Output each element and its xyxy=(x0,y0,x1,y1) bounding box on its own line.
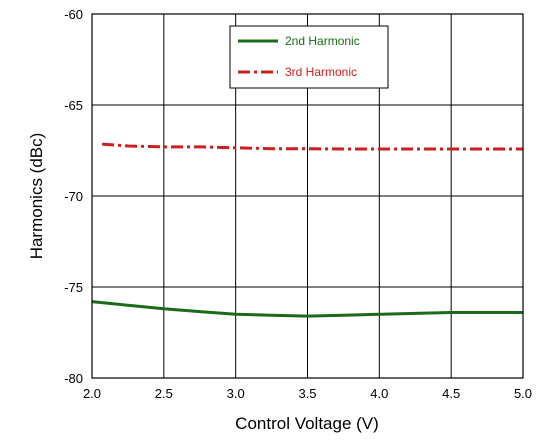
legend-label-3rd-harmonic: 3rd Harmonic xyxy=(285,65,357,79)
legend-box xyxy=(229,25,389,89)
x-tick-label: 3.5 xyxy=(298,386,316,401)
x-tick-label: 4.0 xyxy=(370,386,388,401)
y-tick-label: -60 xyxy=(64,7,83,22)
series-layer xyxy=(91,142,523,318)
x-tick-label: 5.0 xyxy=(514,386,532,401)
x-tick-labels: 2.0 2.5 3.0 3.5 4.0 4.5 5.0 xyxy=(83,386,532,401)
series-line-2nd-harmonic xyxy=(91,300,523,318)
y-tick-label: -70 xyxy=(64,189,83,204)
x-tick-label: 3.0 xyxy=(227,386,245,401)
x-axis-label: Control Voltage (V) xyxy=(235,414,379,433)
y-tick-labels: -60 -65 -70 -75 -80 xyxy=(64,7,83,386)
y-tick-label: -75 xyxy=(64,280,83,295)
plot-frame xyxy=(91,13,524,379)
legend-label-2nd-harmonic: 2nd Harmonic xyxy=(285,34,360,48)
x-tick-label: 2.0 xyxy=(83,386,101,401)
series-line-3rd-harmonic xyxy=(101,142,523,151)
x-tick-label: 2.5 xyxy=(155,386,173,401)
x-tick-label: 4.5 xyxy=(442,386,460,401)
y-tick-label: -65 xyxy=(64,98,83,113)
y-axis-label: Harmonics (dBc) xyxy=(27,133,46,260)
y-tick-label: -80 xyxy=(64,371,83,386)
legend: 2nd Harmonic 3rd Harmonic xyxy=(229,25,389,89)
